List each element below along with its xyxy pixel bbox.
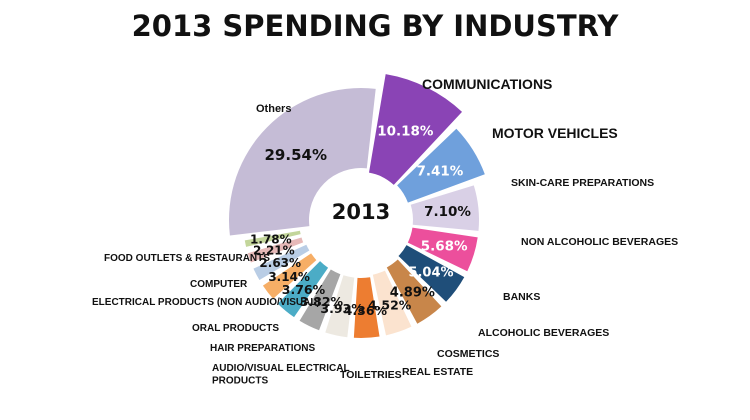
slice-audio-visual-electrical-products — [299, 269, 341, 331]
center-label: 2013 — [332, 200, 390, 224]
category-label: HAIR PREPARATIONS — [210, 343, 316, 354]
percent-label: 29.54% — [265, 146, 327, 164]
percent-label: 3.93% — [320, 301, 364, 316]
percent-labels-group: 10.18% 7.41% 7.10% 5.68% 5.04% 4.89%4.52%4.36… — [250, 123, 471, 318]
category-label: COSMETICS — [437, 348, 499, 360]
category-labels-group: COMMUNICATIONS MOTOR VEHICLES SKIN-CARE PR… — [92, 76, 678, 387]
percent-label: 7.10% — [424, 204, 471, 220]
slice-food-outlets-restaurants — [244, 230, 301, 247]
category-label: ALCOHOLIC BEVERAGES — [478, 327, 609, 339]
category-label: AUDIO/VISUAL ELECTRICAL PRODUCTS — [212, 363, 350, 387]
percent-label: 10.18% — [377, 123, 434, 139]
slice-computer — [247, 237, 304, 263]
percent-label: 1.78% — [250, 232, 292, 246]
slice-electrical-products-non-audio-visual — [253, 244, 310, 281]
percent-label: 4.36% — [344, 303, 388, 318]
category-label: COMPUTER — [190, 279, 248, 290]
category-label: SKIN-CARE PREPARATIONS — [511, 177, 654, 189]
slice-toiletries — [325, 275, 355, 338]
slice-alcoholic-beverages — [386, 259, 442, 324]
percent-label: 2.63% — [259, 256, 301, 270]
category-label: ORAL PRODUCTS — [192, 323, 279, 334]
percent-label: 2.21% — [253, 244, 295, 258]
slice-hair-preparations — [277, 261, 329, 318]
slice-real-estate — [353, 277, 380, 338]
slice-others — [229, 87, 376, 236]
slice-banks — [398, 245, 465, 302]
category-label: COMMUNICATIONS — [422, 76, 552, 92]
slice-cosmetics — [372, 270, 412, 336]
slices-group — [229, 74, 485, 338]
percent-label: 7.41% — [416, 164, 463, 180]
category-label: MOTOR VEHICLES — [492, 125, 618, 141]
percent-label: 5.04% — [408, 266, 453, 281]
slice-communications — [369, 74, 463, 185]
percent-label: 3.76% — [282, 282, 326, 297]
percent-label: 4.52% — [368, 297, 412, 312]
category-label: ELECTRICAL PRODUCTS (NON AUDIO/VISUAL) — [92, 297, 320, 308]
slice-non-alcoholic-beverages — [407, 227, 478, 272]
category-label: NON ALCOHOLIC BEVERAGES — [521, 236, 678, 248]
category-label: REAL ESTATE — [402, 366, 473, 378]
percent-label: 3.82% — [300, 294, 344, 309]
category-label: BANKS — [503, 291, 540, 303]
slice-skin-care-preparations — [410, 185, 479, 231]
percent-label: 3.14% — [268, 270, 310, 284]
category-label: Others — [256, 103, 291, 115]
percent-label: 4.89% — [390, 285, 435, 300]
slice-oral-products — [262, 253, 317, 299]
slice-motor-vehicles — [397, 128, 485, 203]
chart-title: 2013 SPENDING BY INDUSTRY — [132, 9, 620, 43]
category-label: FOOD OUTLETS & RESTAURANTS — [104, 253, 270, 264]
category-label: TOILETRIES — [340, 369, 402, 381]
percent-label: 5.68% — [421, 239, 468, 255]
